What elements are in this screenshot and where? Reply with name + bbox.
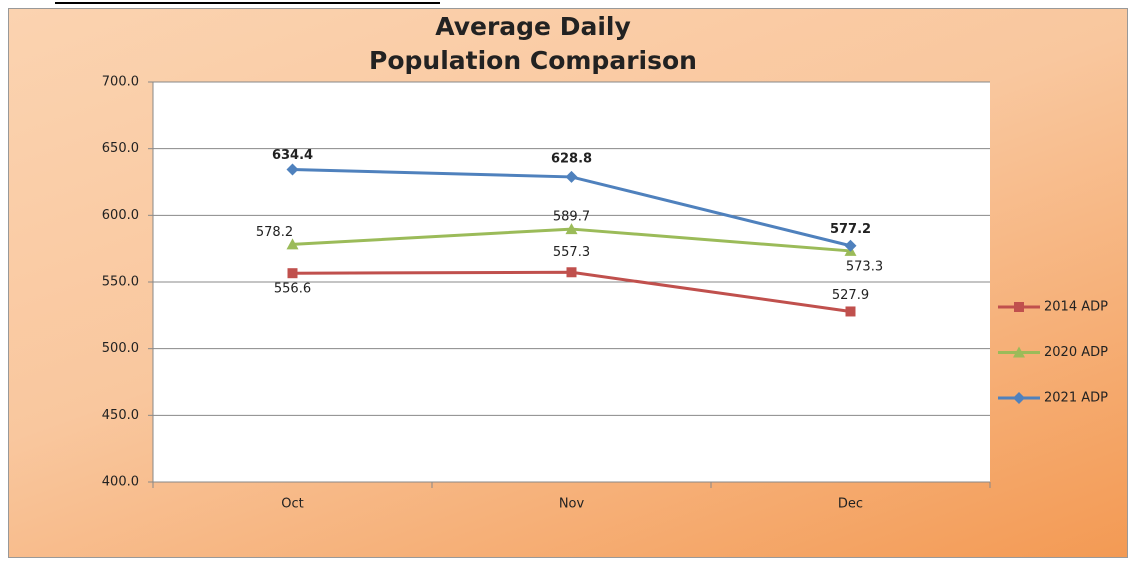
data-label: 628.8: [551, 151, 592, 166]
data-label: 527.9: [832, 288, 869, 303]
legend-label: 2014 ADP: [1044, 300, 1108, 315]
y-tick-label: 550.0: [102, 275, 139, 290]
y-tick-label: 450.0: [102, 408, 139, 423]
x-tick-label: Nov: [559, 497, 585, 512]
legend-label: 2021 ADP: [1044, 391, 1108, 406]
data-label: 634.4: [272, 148, 313, 163]
marker: [286, 238, 299, 250]
y-tick-label: 700.0: [102, 75, 139, 90]
marker: [565, 170, 578, 183]
marker: [845, 306, 856, 317]
legend-marker: [1013, 392, 1025, 404]
y-tick-label: 650.0: [102, 141, 139, 156]
data-label: 557.3: [553, 245, 590, 260]
y-tick-label: 400.0: [102, 475, 139, 490]
marker: [286, 163, 299, 176]
marker: [565, 223, 578, 235]
x-tick-label: Dec: [838, 497, 863, 512]
marker: [844, 239, 857, 252]
data-label: 577.2: [830, 222, 871, 237]
legend-marker: [1013, 346, 1025, 358]
marker: [287, 268, 298, 279]
chart-title: Average Daily Population Comparison: [369, 12, 697, 75]
legend-marker: [1014, 302, 1024, 312]
marker: [566, 267, 577, 278]
x-tick-label: Oct: [281, 497, 303, 512]
legend-label: 2020 ADP: [1044, 345, 1108, 360]
data-label: 578.2: [256, 225, 293, 240]
y-tick-label: 600.0: [102, 208, 139, 223]
data-label: 573.3: [846, 259, 883, 274]
y-tick-label: 500.0: [102, 341, 139, 356]
data-label: 589.7: [553, 210, 590, 225]
data-label: 556.6: [274, 282, 311, 297]
